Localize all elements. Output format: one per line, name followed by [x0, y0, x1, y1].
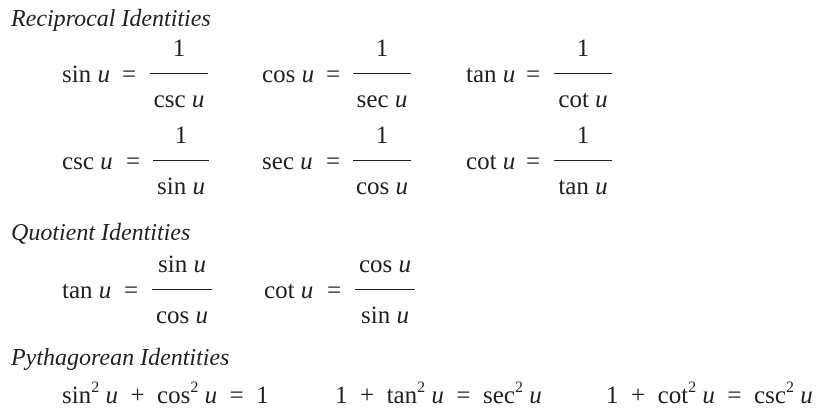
fraction-bar [152, 289, 212, 290]
lhs-csc: csc u [62, 148, 113, 175]
heading-quotient-identities: Quotient Identities [11, 220, 191, 246]
denominator: sec u [356, 86, 408, 113]
denominator: cot u [558, 86, 608, 113]
equals-sign: = [126, 148, 141, 175]
heading-reciprocal-identities: Reciprocal Identities [11, 6, 211, 32]
equals-sign: = [327, 277, 342, 304]
lhs-cos: cos u [262, 61, 315, 88]
numerator: 1 [174, 122, 188, 149]
fraction-bar [554, 73, 612, 74]
heading-pythagorean-identities: Pythagorean Identities [11, 345, 230, 371]
denominator: cos u [155, 302, 209, 329]
lhs-sec: sec u [262, 148, 313, 175]
equals-sign: = [326, 61, 341, 88]
denominator: csc u [153, 86, 205, 113]
denominator: tan u [558, 173, 608, 200]
lhs-tan: tan u [466, 61, 516, 88]
identity-pythagorean-cot-csc: 1 + cot2 u = csc2 u [606, 379, 813, 409]
equals-sign: = [526, 148, 541, 175]
identity-pythagorean-sin-cos: sin2 u + cos2 u = 1 [62, 379, 269, 409]
fraction-bar [353, 73, 411, 74]
fraction-bar [554, 160, 612, 161]
numerator: 1 [172, 35, 186, 62]
lhs-cot: cot u [466, 148, 516, 175]
fraction-bar [355, 289, 415, 290]
denominator: cos u [355, 173, 409, 200]
equals-sign: = [326, 148, 341, 175]
lhs-tan: tan u [62, 277, 112, 304]
fraction-bar [353, 160, 411, 161]
numerator: 1 [576, 122, 590, 149]
equals-sign: = [122, 61, 137, 88]
denominator: sin u [157, 173, 205, 200]
numerator: 1 [576, 35, 590, 62]
lhs-cot: cot u [264, 277, 314, 304]
equals-sign: = [124, 277, 139, 304]
fraction-bar [150, 73, 208, 74]
lhs-sin: sin u [62, 61, 110, 88]
numerator: 1 [375, 122, 389, 149]
numerator: 1 [375, 35, 389, 62]
numerator: cos u [358, 251, 412, 278]
equals-sign: = [526, 61, 541, 88]
numerator: sin u [158, 251, 206, 278]
denominator: sin u [361, 302, 409, 329]
identity-pythagorean-tan-sec: 1 + tan2 u = sec2 u [335, 379, 542, 409]
fraction-bar [153, 160, 209, 161]
